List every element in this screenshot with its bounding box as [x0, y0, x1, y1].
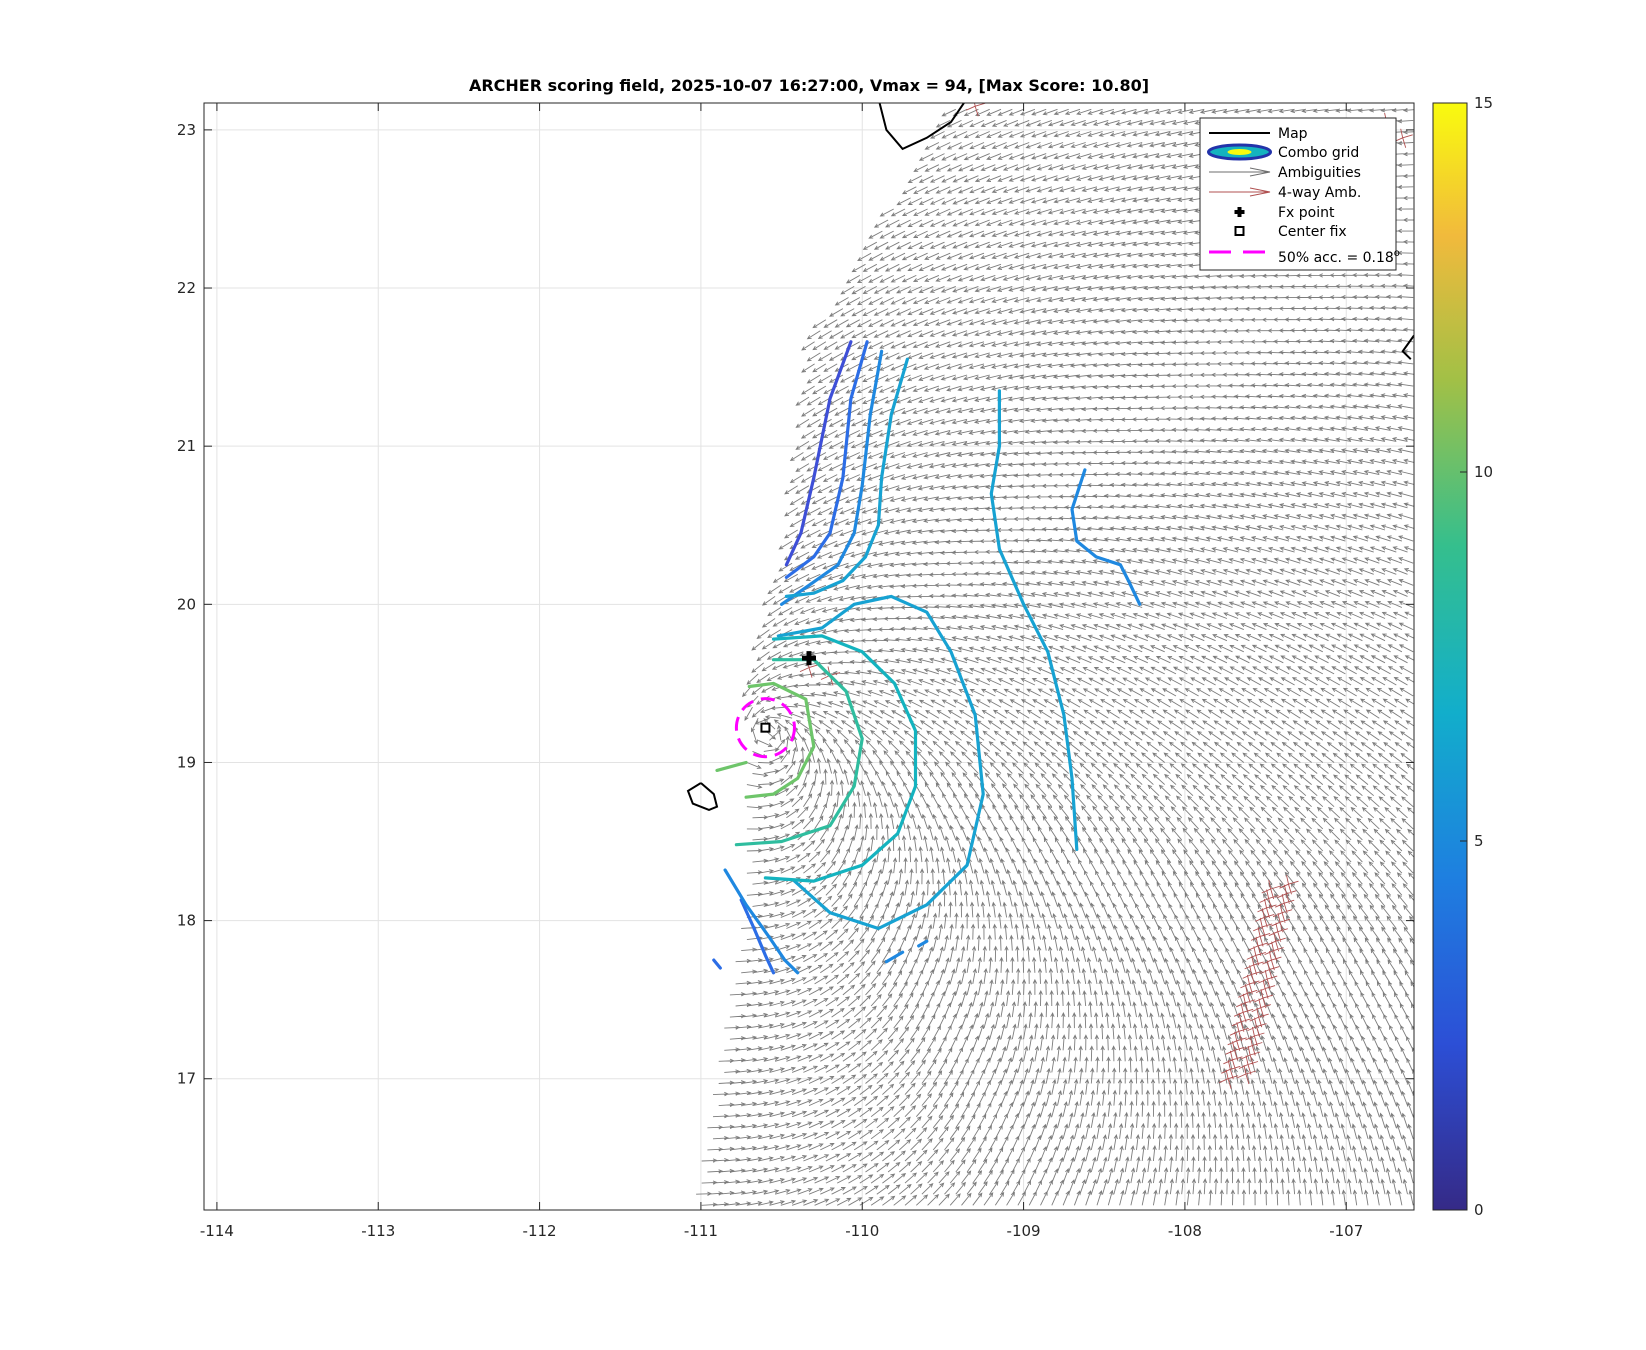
contour-line [784, 340, 869, 579]
y-tick-label: 19 [177, 753, 196, 771]
colorbar-ticks: 0 5 10 15 [1460, 94, 1493, 1219]
ambiguity-arrows [696, 108, 1414, 1207]
legend: Map Combo grid Ambiguities 4-way Amb. Fx poi… [1199, 117, 1400, 271]
colorbar-tick-label: 10 [1474, 463, 1493, 481]
contour-line [776, 594, 985, 931]
contour-line [989, 389, 1079, 851]
score-contours [712, 340, 1142, 975]
legend-label: 4-way Amb. [1278, 185, 1361, 201]
contour-line [784, 340, 853, 567]
four-way-ambiguity-arrows [799, 103, 1413, 1089]
legend-label: 50% acc. = 0.18o [1278, 248, 1400, 266]
contour-line [734, 658, 864, 847]
plot-frame [203, 102, 1415, 1211]
contour-line [715, 760, 748, 772]
center-fix-marker [760, 722, 771, 733]
x-tick-label: -112 [523, 1222, 557, 1240]
y-axis: 17 18 19 20 21 22 23 [177, 121, 1414, 1088]
contour-line [712, 958, 722, 970]
legend-label: Combo grid [1278, 145, 1359, 161]
contour-line [739, 898, 776, 975]
contour-line [780, 349, 884, 606]
contour-line [744, 681, 816, 799]
contour-line [763, 634, 918, 883]
legend-symbol-arrow [1209, 187, 1271, 197]
legend-box [1199, 117, 1397, 271]
legend-label: Ambiguities [1278, 165, 1361, 181]
colorbar: 0 5 10 15 [1432, 94, 1493, 1219]
y-tick-label: 22 [177, 279, 196, 297]
y-tick-label: 23 [177, 121, 196, 139]
chart-title: ARCHER scoring field, 2025-10-07 16:27:0… [469, 76, 1149, 95]
contour-line [1070, 468, 1142, 606]
legend-symbol-arrow [1209, 167, 1271, 177]
legend-symbol-center-fix [1234, 226, 1245, 236]
x-tick-label: -107 [1329, 1222, 1363, 1240]
x-tick-label: -113 [361, 1222, 395, 1240]
legend-symbol-combo-grid-core [1227, 149, 1252, 155]
colorbar-tick-label: 5 [1474, 832, 1484, 850]
legend-label-superscript: o [1394, 248, 1400, 259]
coastline-segment [1401, 334, 1414, 360]
fix-markers [734, 651, 816, 759]
coastline-segment [686, 782, 719, 811]
coastline [686, 103, 1414, 811]
y-tick-label: 18 [177, 912, 196, 930]
accuracy-circle [734, 697, 796, 759]
contour-line [884, 950, 905, 964]
x-tick-label: -109 [1007, 1222, 1041, 1240]
y-tick-label: 21 [177, 437, 196, 455]
x-tick-label: -108 [1168, 1222, 1202, 1240]
colorbar-gradient [1432, 102, 1468, 1211]
y-tick-label: 17 [177, 1070, 196, 1088]
legend-symbol-fx-point [1234, 207, 1245, 217]
legend-label: Center fix [1278, 224, 1347, 240]
y-tick-label: 20 [177, 595, 196, 613]
colorbar-tick-label: 15 [1474, 94, 1493, 112]
coastline-segment [878, 103, 966, 151]
ambiguity-arrow-set [696, 108, 1414, 1207]
grid-lines [204, 103, 1414, 1210]
four-way-arrow-set [799, 103, 1413, 1089]
x-axis: -114 -113 -112 -111 -110 -109 -108 -107 [200, 103, 1363, 1240]
fx-point-marker [802, 651, 816, 666]
contour-line [917, 939, 929, 948]
colorbar-tick-label: 0 [1474, 1201, 1484, 1219]
legend-label: Map [1278, 126, 1308, 142]
x-tick-label: -114 [200, 1222, 234, 1240]
x-tick-label: -110 [845, 1222, 879, 1240]
x-tick-label: -111 [684, 1222, 718, 1240]
legend-label: Fx point [1278, 205, 1335, 221]
contour-line [723, 868, 800, 975]
contour-line [784, 357, 909, 598]
